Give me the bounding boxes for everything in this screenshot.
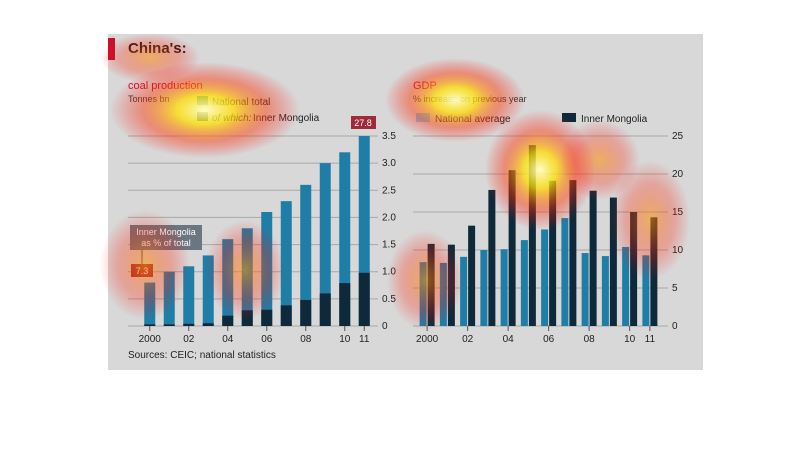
coal-x-tick-label: 06 [261, 334, 273, 345]
coal-inner-mongolia-bar [144, 324, 156, 326]
gdp-national-average-bar [480, 250, 488, 326]
gdp-national-average-bar [601, 256, 609, 326]
share-last-value-box [351, 116, 376, 129]
gdp-inner-mongolia-bar [528, 145, 536, 326]
gdp-x-tick-label: 11 [645, 334, 656, 345]
gdp-inner-mongolia-bar [427, 243, 435, 326]
coal-inner-mongolia-bar [202, 323, 214, 326]
gdp-national-average-bar [541, 229, 549, 326]
coal-x-tick-label: 2000 [139, 334, 162, 345]
gdp-x-tick-label: 10 [624, 334, 636, 345]
coal-y-tick-label: 2.0 [382, 212, 396, 223]
gdp-inner-mongolia-bar [609, 197, 617, 326]
coal-y-tick-label: 2.5 [382, 185, 396, 196]
coal-y-tick-label: 0 [382, 321, 388, 332]
gdp-x-tick-label: 04 [503, 334, 515, 345]
share-last-value: 27.8 [354, 118, 372, 128]
coal-inner-mongolia-bar [163, 324, 175, 326]
gdp-inner-mongolia-bar [468, 225, 476, 326]
coal-y-tick-label: 3.0 [382, 158, 396, 169]
legend-inner-mongolia-gdp-swatch [562, 113, 576, 122]
gdp-y-tick-label: 20 [672, 169, 684, 180]
coal-x-tick-label: 11 [359, 334, 370, 345]
gdp-national-average-bar [439, 262, 447, 326]
gdp-y-tick-label: 10 [672, 245, 684, 256]
gdp-y-tick-label: 25 [672, 131, 684, 142]
gdp-inner-mongolia-bar [447, 244, 455, 326]
coal-x-tick-label: 08 [300, 334, 312, 345]
coal-inner-mongolia-bar [319, 293, 331, 326]
coal-national-bar [319, 163, 331, 326]
coal-inner-mongolia-bar [358, 272, 370, 326]
coal-national-bar [339, 152, 351, 326]
gdp-inner-mongolia-bar [589, 190, 597, 326]
gdp-x-tick-label: 2000 [416, 334, 439, 345]
gdp-x-tick-label: 08 [584, 334, 596, 345]
coal-national-bar [300, 184, 312, 326]
gdp-national-average-bar [642, 255, 650, 326]
legend-national-average-swatch [416, 113, 430, 122]
gdp-inner-mongolia-bar [569, 180, 577, 326]
coal-inner-mongolia-bar [280, 305, 292, 326]
gdp-inner-mongolia-bar [549, 180, 557, 326]
gdp-national-average-bar [419, 262, 427, 326]
coal-inner-mongolia-bar [183, 323, 195, 326]
gdp-x-tick-label: 02 [462, 334, 474, 345]
source-note: Sources: CEIC; national statistics [128, 350, 276, 361]
legend-national-average-label: National average [435, 114, 511, 125]
coal-x-tick-label: 02 [183, 334, 195, 345]
coal-x-tick-label: 10 [339, 334, 351, 345]
gdp-national-average-bar [460, 256, 468, 326]
gdp-national-average-bar [622, 246, 630, 326]
gdp-y-tick-label: 0 [672, 321, 678, 332]
gdp-national-average-bar [581, 253, 589, 326]
gdp-national-average-bar [500, 249, 508, 326]
gdp-inner-mongolia-bar [650, 217, 658, 326]
coal-national-bar [358, 136, 370, 326]
coal-national-bar [280, 201, 292, 326]
coal-x-tick-label: 04 [222, 334, 234, 345]
legend-inner-mongolia-gdp-label: Inner Mongolia [581, 114, 648, 125]
gdp-national-average-bar [520, 240, 528, 326]
gdp-title: GDP [413, 80, 437, 92]
gdp-inner-mongolia-bar [488, 189, 496, 326]
gdp-inner-mongolia-bar [508, 170, 516, 326]
gdp-x-tick-label: 06 [543, 334, 555, 345]
coal-inner-mongolia-bar [300, 299, 312, 326]
gdp-y-tick-label: 15 [672, 207, 684, 218]
gdp-national-average-bar [561, 218, 569, 326]
gdp-ylabel: % increase on previous year [413, 94, 527, 104]
coal-inner-mongolia-bar [222, 315, 234, 326]
gdp-y-tick-label: 5 [672, 283, 678, 294]
coal-inner-mongolia-bar [339, 283, 351, 326]
gdp-inner-mongolia-bar [630, 212, 638, 326]
